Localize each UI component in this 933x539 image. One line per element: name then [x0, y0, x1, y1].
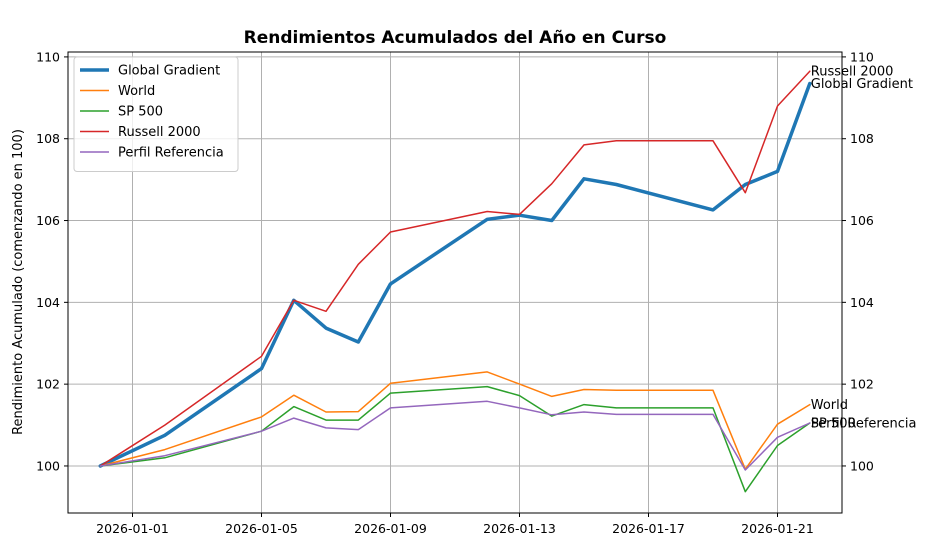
series-line-sp-500 [99, 385, 811, 493]
end-label-global-gradient: Global Gradient [811, 77, 913, 92]
series-line-global-gradient [98, 81, 812, 468]
legend-box [73, 56, 239, 172]
series-end-labels: Global Gradient World SP 500 Russell 2000 Pe… [811, 65, 917, 432]
y-axis-left: 100 102 104 106 108 110 [36, 49, 68, 473]
end-label-russell-2000: Russell 2000 [811, 65, 894, 80]
legend-entry: SP 500 [118, 105, 163, 120]
y-right-tick-label: 104 [850, 295, 874, 310]
x-axis: 2026-01-01 2026-01-05 2026-01-09 2026-01-13… [96, 513, 814, 536]
y-tick-label: 104 [36, 295, 60, 310]
y-tick-label: 108 [36, 131, 60, 146]
y-tick-label: 106 [36, 213, 60, 228]
legend: Global Gradient World SP 500 Russell 2000 Pe… [73, 56, 239, 172]
y-right-tick-label: 100 [850, 458, 874, 473]
y-tick-label: 102 [36, 377, 60, 392]
chart-title: Rendimientos Acumulados del Año en Curso [244, 28, 667, 48]
x-tick-label: 2026-01-13 [483, 521, 556, 536]
x-tick-label: 2026-01-05 [225, 521, 298, 536]
end-label-perfil-referencia: Perfil Referencia [811, 417, 917, 432]
y-right-tick-label: 106 [850, 213, 874, 228]
legend-entry: World [118, 84, 155, 99]
x-tick-label: 2026-01-21 [741, 521, 814, 536]
series-line-russell-2000 [99, 70, 811, 467]
y-tick-label: 100 [36, 458, 60, 473]
legend-entry: Global Gradient [118, 64, 220, 79]
series-lines [98, 70, 812, 493]
y-right-tick-label: 108 [850, 131, 874, 146]
y-right-tick-label: 102 [850, 377, 874, 392]
end-label-world: World [811, 398, 848, 413]
x-tick-label: 2026-01-17 [612, 521, 685, 536]
series-line-perfil-referencia [99, 400, 811, 471]
y-axis-right: 100 102 104 106 108 110 [842, 49, 874, 473]
end-label-sp-500: SP 500 [811, 417, 856, 432]
x-tick-label: 2026-01-01 [96, 521, 169, 536]
x-tick-label: 2026-01-09 [354, 521, 427, 536]
y-axis-label: Rendimiento Acumulado (comenzando en 100… [11, 129, 26, 435]
legend-entry: Russell 2000 [118, 125, 201, 140]
y-tick-label: 110 [36, 49, 60, 64]
legend-entry: Perfil Referencia [118, 146, 224, 161]
y-right-tick-label: 110 [850, 49, 874, 64]
plot-frame [67, 51, 843, 514]
series-line-world [99, 371, 811, 470]
